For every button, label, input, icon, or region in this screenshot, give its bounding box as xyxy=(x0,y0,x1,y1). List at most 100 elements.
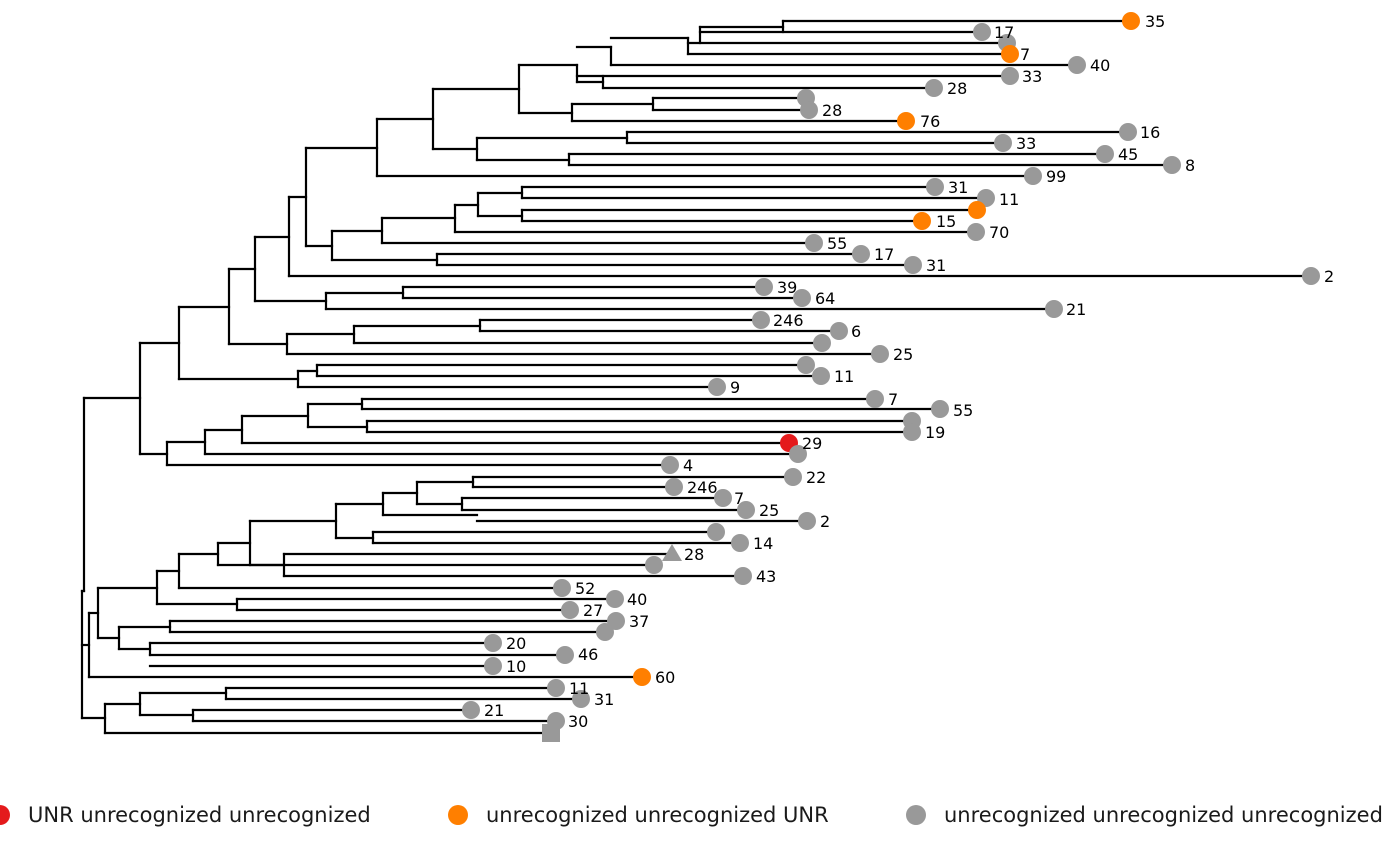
tip-marker xyxy=(1068,56,1086,74)
tip-label: 246 xyxy=(773,311,804,330)
tip-label: 28 xyxy=(822,101,842,120)
tip-label: 6 xyxy=(851,322,861,341)
tip-label: 28 xyxy=(684,545,704,564)
tip-label: 27 xyxy=(583,601,603,620)
tip-label: 70 xyxy=(989,223,1009,242)
tip-label: 20 xyxy=(506,634,526,653)
tip-marker xyxy=(1096,145,1114,163)
tip-marker xyxy=(707,523,725,541)
tip-marker xyxy=(830,322,848,340)
tip-label: 52 xyxy=(575,579,595,598)
tip-marker xyxy=(606,590,624,608)
legend-item-unr-unrecognized-unrecognized: UNR unrecognized unrecognized xyxy=(0,798,371,832)
tip-marker xyxy=(1001,45,1019,63)
tip-label: 33 xyxy=(1016,134,1036,153)
tip-marker xyxy=(1024,167,1042,185)
tip-label: 35 xyxy=(1145,12,1165,31)
tip-marker xyxy=(793,289,811,307)
tip-marker xyxy=(897,112,915,130)
tip-marker xyxy=(903,423,921,441)
tip-marker xyxy=(973,23,991,41)
legend-item-unrecognized-unrecognized-unrecognized: unrecognized unrecognized unrecognized xyxy=(906,798,1383,832)
tip-marker xyxy=(967,223,985,241)
tip-marker xyxy=(925,79,943,97)
tip-marker xyxy=(561,601,579,619)
tip-label: 31 xyxy=(926,256,946,275)
tip-marker xyxy=(871,345,889,363)
tip-marker xyxy=(913,212,931,230)
tip-marker xyxy=(547,679,565,697)
tip-label: 30 xyxy=(568,712,588,731)
tip-marker xyxy=(797,356,815,374)
tip-marker xyxy=(1001,67,1019,85)
tip-label: 31 xyxy=(948,178,968,197)
tip-marker xyxy=(607,612,625,630)
tip-label: 55 xyxy=(827,234,847,253)
phylogenetic-tree: 3517740332828761633458993111157055173123… xyxy=(80,12,1334,742)
tip-marker xyxy=(737,501,755,519)
tip-marker xyxy=(1163,156,1181,174)
tip-marker xyxy=(572,690,590,708)
tip-label: 45 xyxy=(1118,145,1138,164)
tip-label: 7 xyxy=(1020,45,1030,64)
tip-label: 31 xyxy=(594,690,614,709)
tip-label: 7 xyxy=(734,489,744,508)
tip-marker xyxy=(553,579,571,597)
tip-label: 40 xyxy=(1090,56,1110,75)
legend-label: unrecognized unrecognized UNR xyxy=(486,803,829,827)
tip-label: 40 xyxy=(627,590,647,609)
tip-marker xyxy=(1302,267,1320,285)
legend-item-unrecognized-unrecognized-unr: unrecognized unrecognized UNR xyxy=(448,798,829,832)
tip-marker xyxy=(714,489,732,507)
tip-marker xyxy=(484,657,502,675)
tip-label: 33 xyxy=(1022,67,1042,86)
tip-marker xyxy=(926,178,944,196)
tree-tip-labels: 3517740332828761633458993111157055173123… xyxy=(484,12,1334,731)
tip-label: 43 xyxy=(756,567,776,586)
tip-marker xyxy=(556,646,574,664)
legend-swatch-red xyxy=(0,805,10,825)
tip-marker xyxy=(755,278,773,296)
tip-label: 37 xyxy=(629,612,649,631)
tip-label: 39 xyxy=(777,278,797,297)
tree-tips xyxy=(462,12,1320,742)
tip-label: 29 xyxy=(802,434,822,453)
tip-label: 21 xyxy=(484,701,504,720)
tip-marker xyxy=(542,724,560,742)
tip-marker xyxy=(994,134,1012,152)
tip-marker xyxy=(662,544,682,561)
tip-marker xyxy=(784,468,802,486)
tip-marker xyxy=(852,245,870,263)
tree-branches xyxy=(80,19,1313,735)
tip-label: 8 xyxy=(1185,156,1195,175)
tip-marker xyxy=(789,445,807,463)
tip-marker xyxy=(1122,12,1140,30)
tip-label: 10 xyxy=(506,657,526,676)
tip-label: 21 xyxy=(1066,300,1086,319)
tip-marker xyxy=(708,378,726,396)
tip-label: 64 xyxy=(815,289,835,308)
tip-label: 19 xyxy=(925,423,945,442)
tip-label: 246 xyxy=(687,478,718,497)
tip-marker xyxy=(596,623,614,641)
tip-label: 46 xyxy=(578,645,598,664)
tip-label: 7 xyxy=(888,390,898,409)
tip-marker xyxy=(665,478,683,496)
tip-marker xyxy=(752,311,770,329)
tip-label: 16 xyxy=(1140,123,1160,142)
tip-marker xyxy=(734,567,752,585)
tip-marker xyxy=(812,367,830,385)
tip-label: 99 xyxy=(1046,167,1066,186)
tip-label: 2 xyxy=(820,512,830,531)
tip-label: 25 xyxy=(759,501,779,520)
tip-marker xyxy=(968,201,986,219)
tip-label: 55 xyxy=(953,401,973,420)
tip-label: 11 xyxy=(569,679,589,698)
tip-label: 14 xyxy=(753,534,773,553)
tip-marker xyxy=(931,400,949,418)
tip-label: 28 xyxy=(947,79,967,98)
tip-marker xyxy=(731,534,749,552)
tip-marker xyxy=(661,456,679,474)
tip-marker xyxy=(866,390,884,408)
tip-label: 25 xyxy=(893,345,913,364)
